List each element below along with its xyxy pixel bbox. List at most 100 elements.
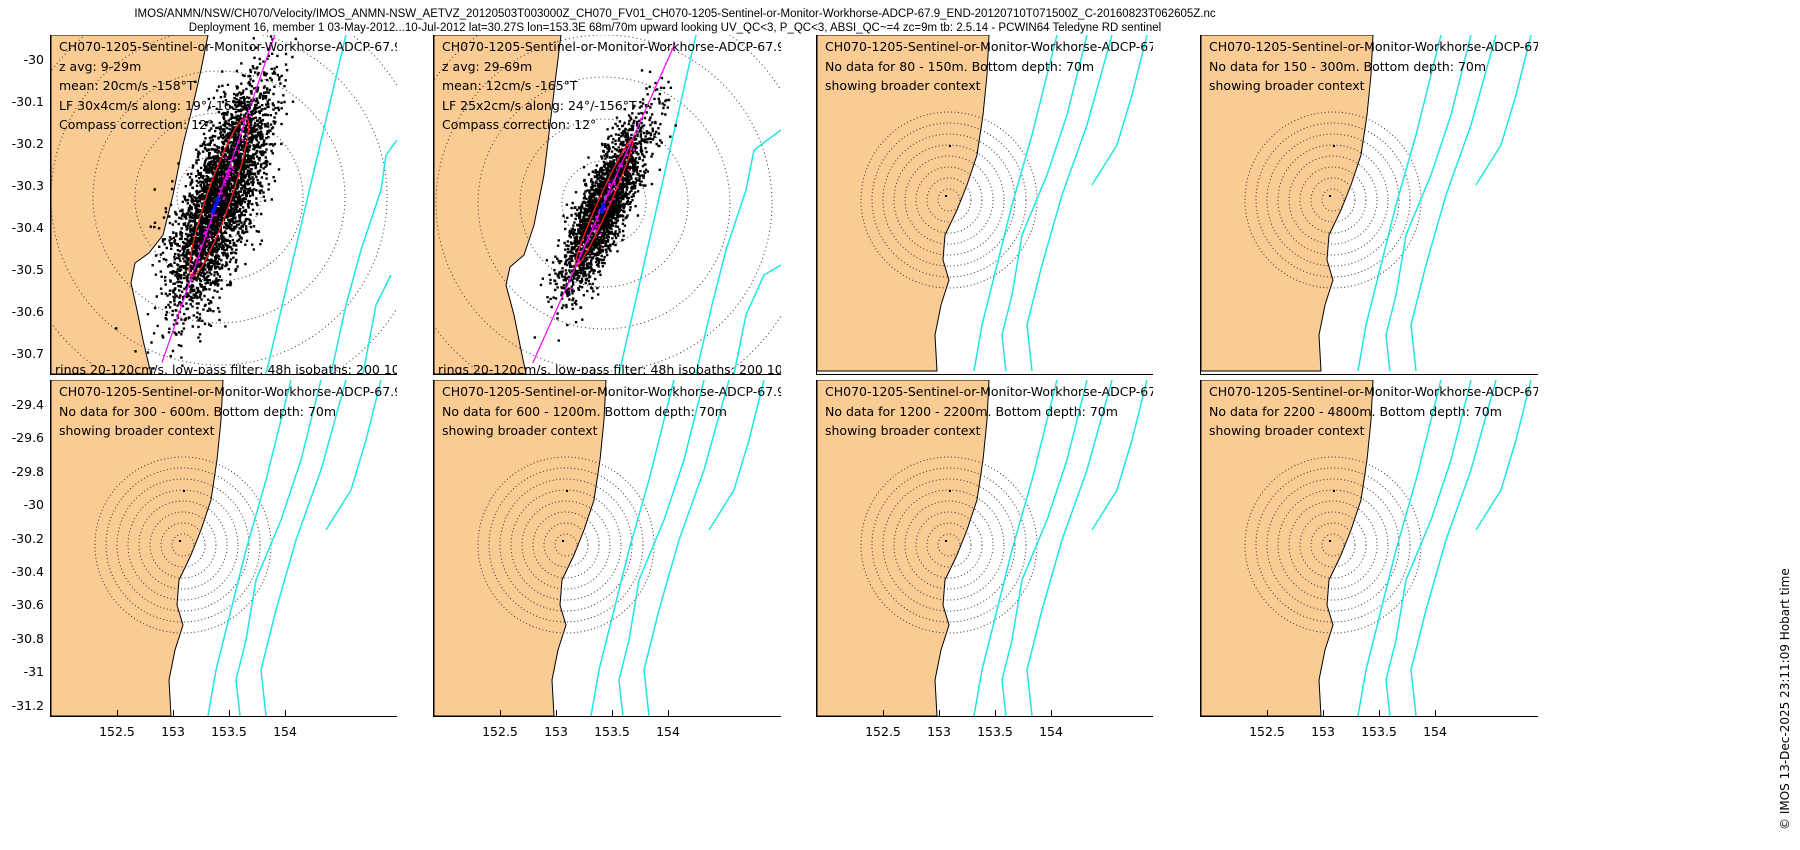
x-tick-mark <box>939 710 940 716</box>
speed-ring <box>1321 533 1345 557</box>
speed-ring <box>926 522 972 568</box>
land-coastline <box>51 380 224 716</box>
panel-annotation-line: Compass correction: 12° <box>59 117 214 132</box>
panel-annotation-line: CH070-1205-Sentinel-or-Monitor-Workhorse… <box>59 384 397 399</box>
isobath-line <box>1001 35 1088 372</box>
isobath-line <box>1475 380 1532 531</box>
x-tick-mark <box>173 710 174 716</box>
speed-ring <box>904 500 994 590</box>
map-plot <box>1201 35 1532 372</box>
x-tick-label: 153 <box>927 724 951 739</box>
x-tick-label: 154 <box>656 724 680 739</box>
speed-ring <box>532 511 600 579</box>
speed-ring <box>1255 467 1411 623</box>
isobath-line <box>1001 380 1088 716</box>
speed-ring <box>127 489 239 601</box>
speed-ring <box>904 155 994 245</box>
land-coastline <box>1201 380 1374 716</box>
panel-annotation-line: CH070-1205-Sentinel-or-Monitor-Workhorse… <box>1209 39 1538 54</box>
panel-annotation-line: CH070-1205-Sentinel-or-Monitor-Workhorse… <box>825 39 1153 54</box>
map-panel: CH070-1205-Sentinel-or-Monitor-Workhorse… <box>50 35 397 375</box>
data-point <box>949 145 951 147</box>
copyright-note: © IMOS 13-Dec-2025 23:11:09 Hobart time <box>1778 568 1792 830</box>
x-tick-label: 152.5 <box>99 724 135 739</box>
map-plot <box>817 380 1148 716</box>
speed-ring <box>51 35 388 366</box>
x-tick-label: 153 <box>1311 724 1335 739</box>
map-panel: CH070-1205-Sentinel-or-Monitor-Workhorse… <box>433 380 781 717</box>
panel-annotation: CH070-1205-Sentinel-or-Monitor-Workhorse… <box>59 382 397 441</box>
speed-ring <box>499 478 633 612</box>
x-tick-mark <box>229 710 230 716</box>
data-point <box>949 490 951 492</box>
speed-ring <box>871 122 1027 278</box>
y-tick-label: -29.4 <box>11 397 44 412</box>
isobath-line <box>1026 380 1113 716</box>
speed-ring <box>435 35 773 372</box>
isobath-line <box>590 380 675 716</box>
isobath-line <box>973 35 1058 372</box>
map-panel: CH070-1205-Sentinel-or-Monitor-Workhorse… <box>433 35 781 375</box>
isobath-line <box>643 380 730 716</box>
panel-annotation: CH070-1205-Sentinel-or-Monitor-Workhorse… <box>442 37 781 135</box>
data-point <box>1329 195 1331 197</box>
speed-ring <box>1288 155 1378 245</box>
x-tick-label: 153 <box>161 724 185 739</box>
figure-title-line1: IMOS/ANMN/NSW/CH070/Velocity/IMOS_ANMN-N… <box>134 8 1216 20</box>
speed-ring <box>105 467 261 623</box>
land-coastline <box>1201 35 1374 372</box>
speed-ring <box>893 144 1005 256</box>
isobath-line <box>708 380 765 531</box>
panel-annotation-line: No data for 80 - 150m. Bottom depth: 70m <box>825 58 1095 74</box>
speed-ring <box>543 522 589 568</box>
speed-ring <box>1310 177 1356 223</box>
y-tick-label: -30.3 <box>11 178 44 193</box>
speed-ring <box>882 133 1016 267</box>
panel-annotation-line: showing broader context <box>59 423 215 438</box>
isobath-line <box>330 139 397 374</box>
panel-annotation-line: mean: 20cm/s -158°T <box>59 78 195 93</box>
isobath-line <box>1475 35 1532 186</box>
isobath-line <box>1385 380 1472 716</box>
isobath-line <box>207 380 292 716</box>
data-point <box>945 540 947 542</box>
y-tick-label: -30.4 <box>11 220 44 235</box>
speed-ring <box>477 76 731 330</box>
isobath-line <box>235 380 322 716</box>
speed-ring <box>561 160 647 246</box>
x-tick-label: 153 <box>544 724 568 739</box>
y-tick-label: -30.2 <box>11 136 44 151</box>
x-tick-mark <box>1267 710 1268 716</box>
speed-ring <box>882 478 1016 612</box>
isobath-line <box>1091 35 1148 186</box>
map-panel: CH070-1205-Sentinel-or-Monitor-Workhorse… <box>1200 380 1538 717</box>
isobath-line <box>260 380 347 716</box>
y-tick-label: -30.7 <box>11 346 44 361</box>
y-tick-label: -30.6 <box>11 304 44 319</box>
speed-ring <box>1299 166 1367 234</box>
panel-annotation: CH070-1205-Sentinel-or-Monitor-Workhorse… <box>59 37 397 135</box>
data-point <box>566 490 568 492</box>
x-tick-label: 153.5 <box>977 724 1013 739</box>
x-tick-label: 154 <box>273 724 297 739</box>
speed-ring <box>1321 188 1345 212</box>
mean-velocity-arrow <box>599 202 606 214</box>
panel-annotation-line: z avg: 9-29m <box>59 58 142 74</box>
map-plot <box>434 35 781 374</box>
speed-ring <box>1288 500 1378 590</box>
isobath-line <box>265 35 347 374</box>
land-coastline <box>434 380 607 716</box>
panel-annotation-line: LF 25x2cm/s along: 24°/-156°T <box>442 97 637 113</box>
speed-ring <box>926 177 972 223</box>
map-panel: CH070-1205-Sentinel-or-Monitor-Workhorse… <box>1200 35 1538 375</box>
isobath-line <box>1410 380 1497 716</box>
panel-annotation-line: CH070-1205-Sentinel-or-Monitor-Workhorse… <box>442 384 781 399</box>
panel-annotation-line: showing broader context <box>442 423 598 438</box>
data-point <box>1329 540 1331 542</box>
mean-velocity-arrow <box>210 196 221 215</box>
panel-annotation: CH070-1205-Sentinel-or-Monitor-Workhorse… <box>825 37 1153 96</box>
map-panel: CH070-1205-Sentinel-or-Monitor-Workhorse… <box>50 380 397 717</box>
x-tick-mark <box>883 710 884 716</box>
x-tick-mark <box>668 710 669 716</box>
speed-ring <box>160 522 206 568</box>
